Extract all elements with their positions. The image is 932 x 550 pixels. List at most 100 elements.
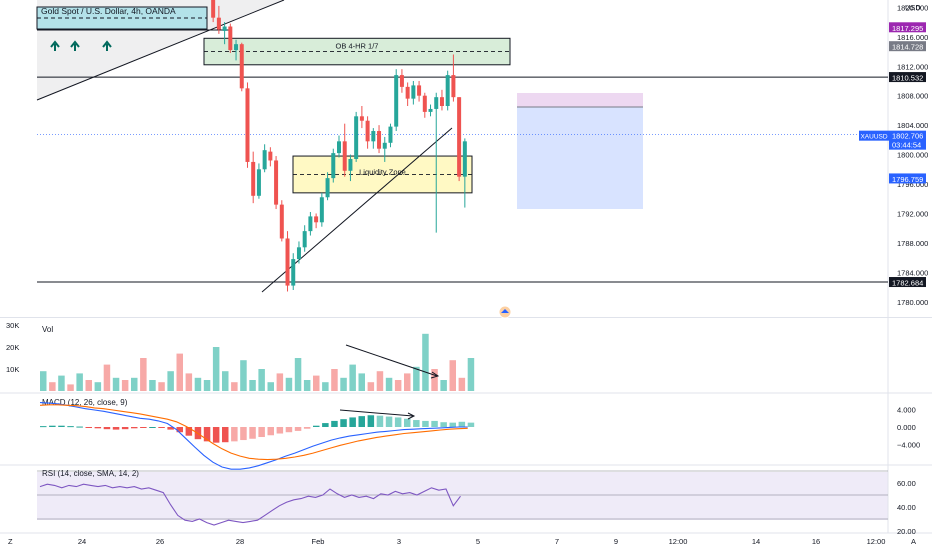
volume-bar <box>258 369 265 391</box>
volume-bar <box>413 366 420 391</box>
volume-bar <box>121 380 129 391</box>
candle-body[interactable] <box>325 178 330 198</box>
macd-histogram-bar <box>285 427 293 433</box>
volume-bar <box>313 375 320 391</box>
macd-histogram-bar <box>404 418 411 427</box>
candle-body[interactable] <box>445 75 450 107</box>
candle-body[interactable] <box>377 131 382 149</box>
candle-body[interactable] <box>291 259 296 286</box>
last-price-label: 1802.706 <box>892 132 923 141</box>
candle-body[interactable] <box>274 160 279 205</box>
candle-body[interactable] <box>245 88 250 162</box>
candle-body[interactable] <box>342 141 347 171</box>
candle-body[interactable] <box>428 108 433 112</box>
time-tick-label: 14 <box>752 537 760 546</box>
candle-body[interactable] <box>216 17 221 30</box>
candle-body[interactable] <box>394 75 399 127</box>
volume-bar <box>94 382 102 391</box>
macd-histogram-bar <box>176 427 183 433</box>
macd-histogram-bar <box>340 419 347 427</box>
countdown-label: 03:44:54 <box>892 141 921 150</box>
volume-bar <box>340 377 347 391</box>
time-tick-label: 3 <box>397 537 401 546</box>
volume-tick-label: 30K <box>6 321 19 330</box>
candle-body[interactable] <box>411 85 416 99</box>
candle-body[interactable] <box>228 26 233 51</box>
price-tick-label: 1792.000 <box>897 209 928 218</box>
candle-body[interactable] <box>439 97 444 107</box>
macd-histogram-bar <box>158 427 165 428</box>
time-tick-label: 12:00 <box>669 537 688 546</box>
macd-histogram-bar <box>267 427 274 436</box>
candle-body[interactable] <box>388 126 393 143</box>
macd-histogram-bar <box>40 426 47 428</box>
candle-body[interactable] <box>422 95 427 112</box>
candle-body[interactable] <box>359 116 364 121</box>
price-tag <box>889 72 926 83</box>
volume-bar <box>376 371 384 391</box>
target-zone <box>517 93 643 107</box>
macd-histogram-bar <box>85 427 92 428</box>
macd-tick-label: 0.000 <box>897 423 916 432</box>
candle-body[interactable] <box>371 131 376 142</box>
macd-histogram-bar <box>231 427 238 442</box>
candle-body[interactable] <box>234 44 239 51</box>
candle-body[interactable] <box>302 231 307 248</box>
volume-bar <box>294 358 302 391</box>
rsi-tick-label: 20.00 <box>897 527 916 536</box>
candle-body[interactable] <box>251 161 256 196</box>
candle-body[interactable] <box>382 142 387 149</box>
candle-body[interactable] <box>457 97 462 177</box>
candle-body[interactable] <box>365 120 370 142</box>
time-tick-label: 26 <box>156 537 164 546</box>
candle-body[interactable] <box>331 153 336 179</box>
macd-histogram-bar <box>431 420 438 427</box>
volume-bar <box>322 382 329 391</box>
candle-body[interactable] <box>222 26 227 31</box>
volume-bar <box>267 382 274 391</box>
time-tick-label: 9 <box>614 537 618 546</box>
auto-scale-button: A <box>911 537 916 546</box>
candle-body[interactable] <box>405 86 410 99</box>
candle-body[interactable] <box>337 141 341 154</box>
up-arrow-icon <box>50 40 60 51</box>
candle-body[interactable] <box>268 151 273 161</box>
macd-histogram-bar <box>440 422 447 427</box>
candle-body[interactable] <box>462 141 467 177</box>
macd-histogram-bar <box>249 427 256 439</box>
candle-body[interactable] <box>308 216 313 232</box>
candle-body[interactable] <box>434 97 439 109</box>
time-tick-label: 7 <box>555 537 559 546</box>
candle-body[interactable] <box>279 204 284 239</box>
chart-title: Gold Spot / U.S. Dollar, 4h, OANDA <box>41 6 176 16</box>
candle-body[interactable] <box>399 75 404 87</box>
price-tick-label: 1788.000 <box>897 239 928 248</box>
up-arrow-icon <box>102 40 112 51</box>
volume-bar <box>194 377 202 391</box>
macd-histogram-bar <box>376 415 384 427</box>
symbol-tag-label: XAUUSD <box>860 134 887 141</box>
candle-body[interactable] <box>285 238 290 286</box>
volume-bar <box>349 364 356 391</box>
price-tick-label: 1812.000 <box>897 62 928 71</box>
volume-bar <box>140 358 147 391</box>
arrow-head-icon <box>430 371 440 379</box>
candle-body[interactable] <box>296 247 301 260</box>
volume-bar <box>394 380 402 391</box>
macd-histogram-bar <box>458 421 466 427</box>
candle-body[interactable] <box>314 216 319 223</box>
stop-zone <box>517 107 643 209</box>
candle-body[interactable] <box>417 85 422 96</box>
candle-body[interactable] <box>239 44 244 89</box>
candle-body[interactable] <box>354 116 359 159</box>
macd-histogram-bar <box>413 420 420 427</box>
candle-body[interactable] <box>262 150 267 170</box>
candle-body[interactable] <box>348 158 353 171</box>
candle-body[interactable] <box>319 197 324 223</box>
candle-body[interactable] <box>451 75 456 98</box>
volume-bar <box>449 360 456 391</box>
candle-body[interactable] <box>211 0 216 18</box>
price-tag-label: 1814.728 <box>892 43 923 52</box>
candle-body[interactable] <box>256 169 261 196</box>
